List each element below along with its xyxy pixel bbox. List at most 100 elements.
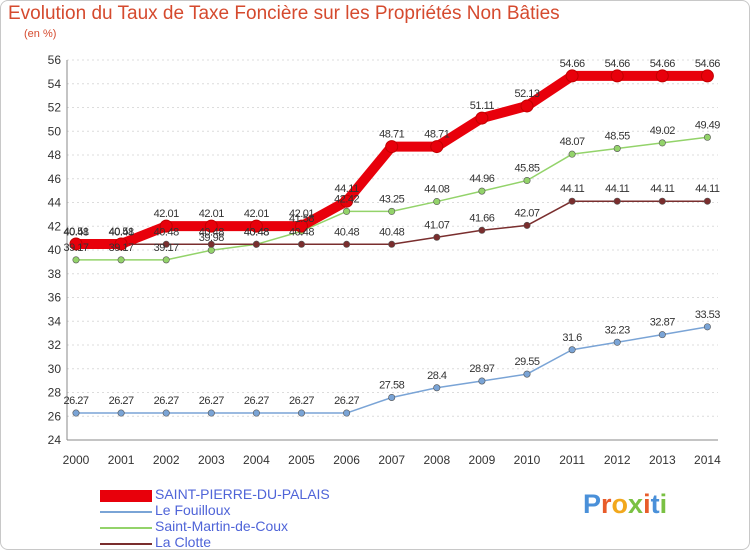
data-label: 42.01 <box>289 208 314 220</box>
data-label: 40.48 <box>199 226 224 238</box>
data-point <box>388 240 396 248</box>
data-point <box>388 393 396 401</box>
data-point <box>343 409 351 417</box>
data-label: 44.11 <box>695 183 720 195</box>
proxiti-logo: Proxiti <box>583 489 667 520</box>
data-point <box>114 237 128 251</box>
data-point <box>568 197 576 205</box>
data-point <box>117 409 125 417</box>
legend-swatch <box>100 527 152 529</box>
data-label: 48.55 <box>605 130 630 142</box>
y-tick-label: 50 <box>48 124 62 138</box>
data-label: 41.66 <box>469 212 494 224</box>
data-label: 32.87 <box>650 317 675 329</box>
data-label: 44.08 <box>424 184 449 196</box>
data-label: 42.07 <box>514 207 539 219</box>
logo-letter: o <box>611 489 629 519</box>
data-point <box>568 346 576 354</box>
legend-label: Saint-Martin-de-Coux <box>155 518 289 534</box>
data-label: 45.85 <box>514 163 539 175</box>
data-point <box>72 409 80 417</box>
y-tick-label: 28 <box>48 386 62 400</box>
chart-title: Evolution du Taux de Taxe Foncière sur l… <box>8 3 560 24</box>
data-label: 44.96 <box>469 173 494 185</box>
y-tick-label: 36 <box>48 291 62 305</box>
data-point <box>523 370 531 378</box>
y-tick-label: 34 <box>48 314 62 328</box>
data-point <box>207 246 215 254</box>
data-point <box>297 409 305 417</box>
data-point <box>523 177 531 185</box>
data-point <box>655 69 669 83</box>
data-label: 43.25 <box>379 193 404 205</box>
data-label: 26.27 <box>244 395 269 407</box>
data-point <box>613 144 621 152</box>
data-point <box>433 233 441 241</box>
y-tick-label: 42 <box>48 219 62 233</box>
data-point <box>159 219 173 233</box>
legend-label: SAINT-PIERRE-DU-PALAIS <box>155 486 330 502</box>
data-label: 54.66 <box>605 58 630 70</box>
data-point <box>343 240 351 248</box>
data-label: 40.51 <box>109 226 134 238</box>
data-label: 40.48 <box>289 226 314 238</box>
data-point <box>204 219 218 233</box>
y-tick-label: 52 <box>48 101 62 115</box>
data-label: 42.01 <box>154 208 179 220</box>
data-label: 39.17 <box>154 242 179 254</box>
logo-letter: x <box>628 489 644 519</box>
logo-letter: i <box>643 489 651 519</box>
x-tick-label: 2000 <box>63 453 90 467</box>
data-label: 40.48 <box>109 226 134 238</box>
data-label: 40.48 <box>334 226 359 238</box>
data-point <box>385 140 399 154</box>
data-point <box>520 99 534 113</box>
y-tick-label: 56 <box>48 53 62 67</box>
y-tick-label: 44 <box>48 196 62 210</box>
data-label: 32.23 <box>605 324 630 336</box>
data-label: 48.71 <box>424 129 449 141</box>
data-label: 28.4 <box>427 370 447 382</box>
data-label: 40.51 <box>63 226 88 238</box>
data-label: 29.55 <box>514 356 539 368</box>
data-point <box>475 111 489 125</box>
data-point <box>252 409 260 417</box>
y-tick-label: 54 <box>48 77 62 91</box>
data-point <box>568 150 576 158</box>
data-label: 40.48 <box>63 226 88 238</box>
data-point <box>658 197 666 205</box>
logo-letter: r <box>601 489 612 519</box>
data-label: 39.17 <box>109 242 134 254</box>
data-point <box>478 187 486 195</box>
x-tick-label: 2003 <box>198 453 225 467</box>
data-label: 39.98 <box>199 232 224 244</box>
data-label: 51.11 <box>470 100 495 112</box>
data-label: 26.27 <box>109 395 134 407</box>
data-label: 44.11 <box>605 183 630 195</box>
data-point <box>703 197 711 205</box>
y-tick-label: 40 <box>48 243 62 257</box>
data-label: 54.66 <box>695 58 720 70</box>
legend-swatch <box>100 543 152 545</box>
y-tick-label: 46 <box>48 172 62 186</box>
data-point <box>658 331 666 339</box>
y-tick-label: 30 <box>48 362 62 376</box>
x-tick-label: 2002 <box>153 453 180 467</box>
data-label: 54.66 <box>560 58 585 70</box>
x-tick-label: 2004 <box>243 453 270 467</box>
x-tick-label: 2010 <box>514 453 541 467</box>
y-tick-label: 24 <box>48 433 62 447</box>
data-label: 48.71 <box>379 129 404 141</box>
data-point <box>478 377 486 385</box>
legend-swatch <box>100 490 152 502</box>
data-point <box>162 409 170 417</box>
data-point <box>69 237 83 251</box>
data-label: 40.48 <box>379 226 404 238</box>
data-label: 28.97 <box>469 363 494 375</box>
data-label: 40.48 <box>244 226 269 238</box>
x-tick-label: 2009 <box>469 453 496 467</box>
data-point <box>249 219 263 233</box>
data-label: 40.48 <box>154 226 179 238</box>
data-point <box>252 240 260 248</box>
